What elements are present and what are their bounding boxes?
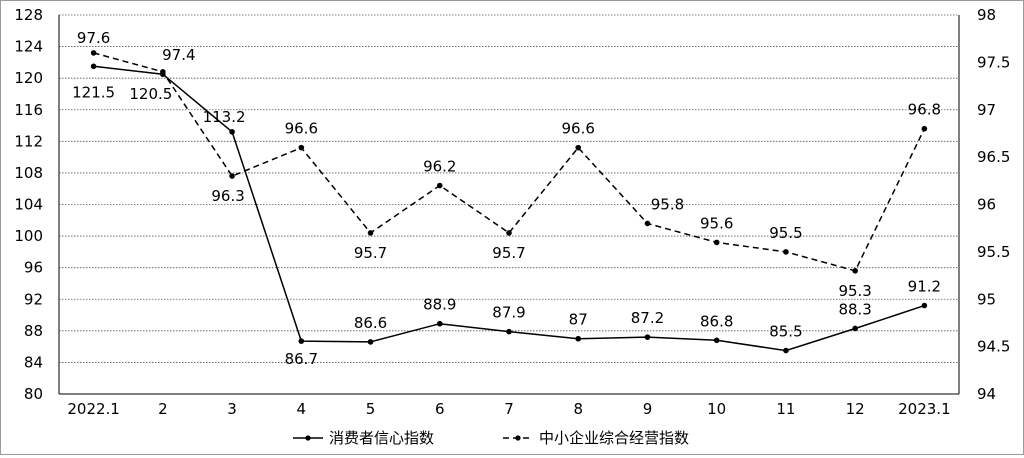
y-left-tick-label: 116 xyxy=(14,101,43,119)
data-label-sme-index: 95.7 xyxy=(354,244,387,262)
y-left-tick-label: 100 xyxy=(14,227,43,245)
y-right-tick-label: 94 xyxy=(977,385,996,403)
x-tick-label: 4 xyxy=(297,400,307,418)
x-tick-label: 7 xyxy=(504,400,514,418)
x-tick-label: 9 xyxy=(643,400,653,418)
data-label-sme-index: 96.6 xyxy=(285,120,318,138)
y-left-tick-label: 128 xyxy=(14,6,43,24)
data-label-sme-index: 95.5 xyxy=(769,224,802,242)
data-label-sme-index: 96.2 xyxy=(423,158,456,176)
y-right-tick-label: 94.5 xyxy=(977,338,1010,356)
data-point-sme-index xyxy=(90,50,97,56)
data-point-sme-index xyxy=(852,268,858,274)
data-label-consumer-confidence: 85.5 xyxy=(769,323,802,341)
data-label-consumer-confidence: 88.9 xyxy=(423,296,456,314)
y-left-tick-label: 80 xyxy=(24,385,43,403)
data-point-consumer-confidence xyxy=(783,347,789,354)
data-labels: 121.5 120.5 113.2 86.7 86.6 88.9 87.9 87 87.2 86.… xyxy=(72,29,941,368)
data-label-consumer-confidence: 91.2 xyxy=(908,278,941,296)
data-label-consumer-confidence: 113.2 xyxy=(203,108,246,126)
y-right-tick-label: 96 xyxy=(977,196,996,214)
data-point-consumer-confidence xyxy=(298,338,305,344)
data-point-consumer-confidence xyxy=(575,335,582,342)
data-label-sme-index: 95.7 xyxy=(492,244,525,262)
data-label-sme-index: 96.6 xyxy=(562,120,595,138)
data-point-consumer-confidence xyxy=(436,320,443,327)
y-left-tick-label: 112 xyxy=(14,132,43,150)
data-label-consumer-confidence: 86.8 xyxy=(700,312,733,330)
y-left-tick-label: 108 xyxy=(14,164,43,182)
data-label-consumer-confidence: 88.3 xyxy=(838,300,871,318)
y-left-tick-label: 120 xyxy=(14,69,43,87)
data-label-consumer-confidence: 86.7 xyxy=(285,350,318,368)
data-point-consumer-confidence xyxy=(921,302,928,309)
data-label-consumer-confidence: 121.5 xyxy=(72,83,115,101)
x-tick-label: 3 xyxy=(227,400,237,418)
data-point-sme-index xyxy=(713,239,720,246)
legend-solid-marker xyxy=(305,435,311,441)
data-label-consumer-confidence: 86.6 xyxy=(354,314,387,332)
data-label-consumer-confidence: 87 xyxy=(569,311,588,329)
y-right-tick-label: 95 xyxy=(977,290,996,308)
data-point-sme-index xyxy=(506,230,512,236)
x-tick-label: 2 xyxy=(158,400,168,418)
data-label-sme-index: 96.8 xyxy=(908,101,941,119)
data-point-consumer-confidence xyxy=(644,334,651,340)
data-label-consumer-confidence: 120.5 xyxy=(129,85,172,103)
data-point-sme-index xyxy=(229,173,235,179)
data-point-sme-index xyxy=(644,220,651,227)
data-point-sme-index xyxy=(575,144,582,151)
x-tick-label: 5 xyxy=(366,400,376,418)
data-label-sme-index: 97.6 xyxy=(77,29,110,47)
data-point-consumer-confidence xyxy=(367,339,374,345)
x-tick-label: 6 xyxy=(435,400,445,418)
y-left-tick-label: 96 xyxy=(24,259,43,277)
y-left-tick-label: 92 xyxy=(24,290,43,308)
y-right-tick-label: 98 xyxy=(977,6,996,24)
data-point-consumer-confidence xyxy=(713,337,720,344)
data-point-consumer-confidence xyxy=(90,63,97,70)
y-left-tick-label: 104 xyxy=(14,196,43,214)
y-right-tick-label: 97.5 xyxy=(977,53,1010,71)
axes: 80848892961001041081121161201241289494.5… xyxy=(14,6,1010,418)
y-right-tick-label: 95.5 xyxy=(977,243,1010,261)
x-tick-label: 11 xyxy=(776,400,795,418)
legend-label-series-1: 消费者信心指数 xyxy=(329,429,434,447)
data-point-sme-index xyxy=(367,230,374,236)
data-point-sme-index xyxy=(921,125,928,132)
grid-lines xyxy=(59,14,959,363)
x-tick-label: 10 xyxy=(707,400,726,418)
data-label-consumer-confidence: 87.9 xyxy=(492,304,525,322)
data-label-sme-index: 95.6 xyxy=(700,214,733,232)
y-right-tick-label: 96.5 xyxy=(977,148,1010,166)
data-point-sme-index xyxy=(436,182,443,189)
data-point-sme-index xyxy=(298,144,305,151)
data-label-sme-index: 95.8 xyxy=(651,195,684,213)
data-label-sme-index: 96.3 xyxy=(211,187,244,205)
x-tick-label: 8 xyxy=(573,400,583,418)
y-left-tick-label: 124 xyxy=(14,38,43,56)
y-left-tick-label: 88 xyxy=(24,322,43,340)
x-tick-label: 2022.1 xyxy=(67,400,120,418)
data-point-consumer-confidence xyxy=(229,129,235,135)
y-right-tick-label: 97 xyxy=(977,101,996,119)
data-label-sme-index: 95.3 xyxy=(838,282,871,300)
data-point-consumer-confidence xyxy=(506,328,512,335)
data-label-sme-index: 97.4 xyxy=(162,46,195,64)
x-tick-label: 2023.1 xyxy=(898,400,951,418)
legend-dashed-marker xyxy=(515,435,521,441)
series-lines xyxy=(90,50,928,354)
data-label-consumer-confidence: 87.2 xyxy=(631,309,664,327)
x-tick-label: 12 xyxy=(846,400,865,418)
y-left-tick-label: 84 xyxy=(24,353,43,371)
data-point-sme-index xyxy=(160,69,166,75)
data-point-sme-index xyxy=(783,249,789,255)
legend: 消费者信心指数 中小企业综合经营指数 xyxy=(293,429,689,447)
data-point-consumer-confidence xyxy=(852,325,858,332)
legend-label-series-2: 中小企业综合经营指数 xyxy=(539,429,689,447)
